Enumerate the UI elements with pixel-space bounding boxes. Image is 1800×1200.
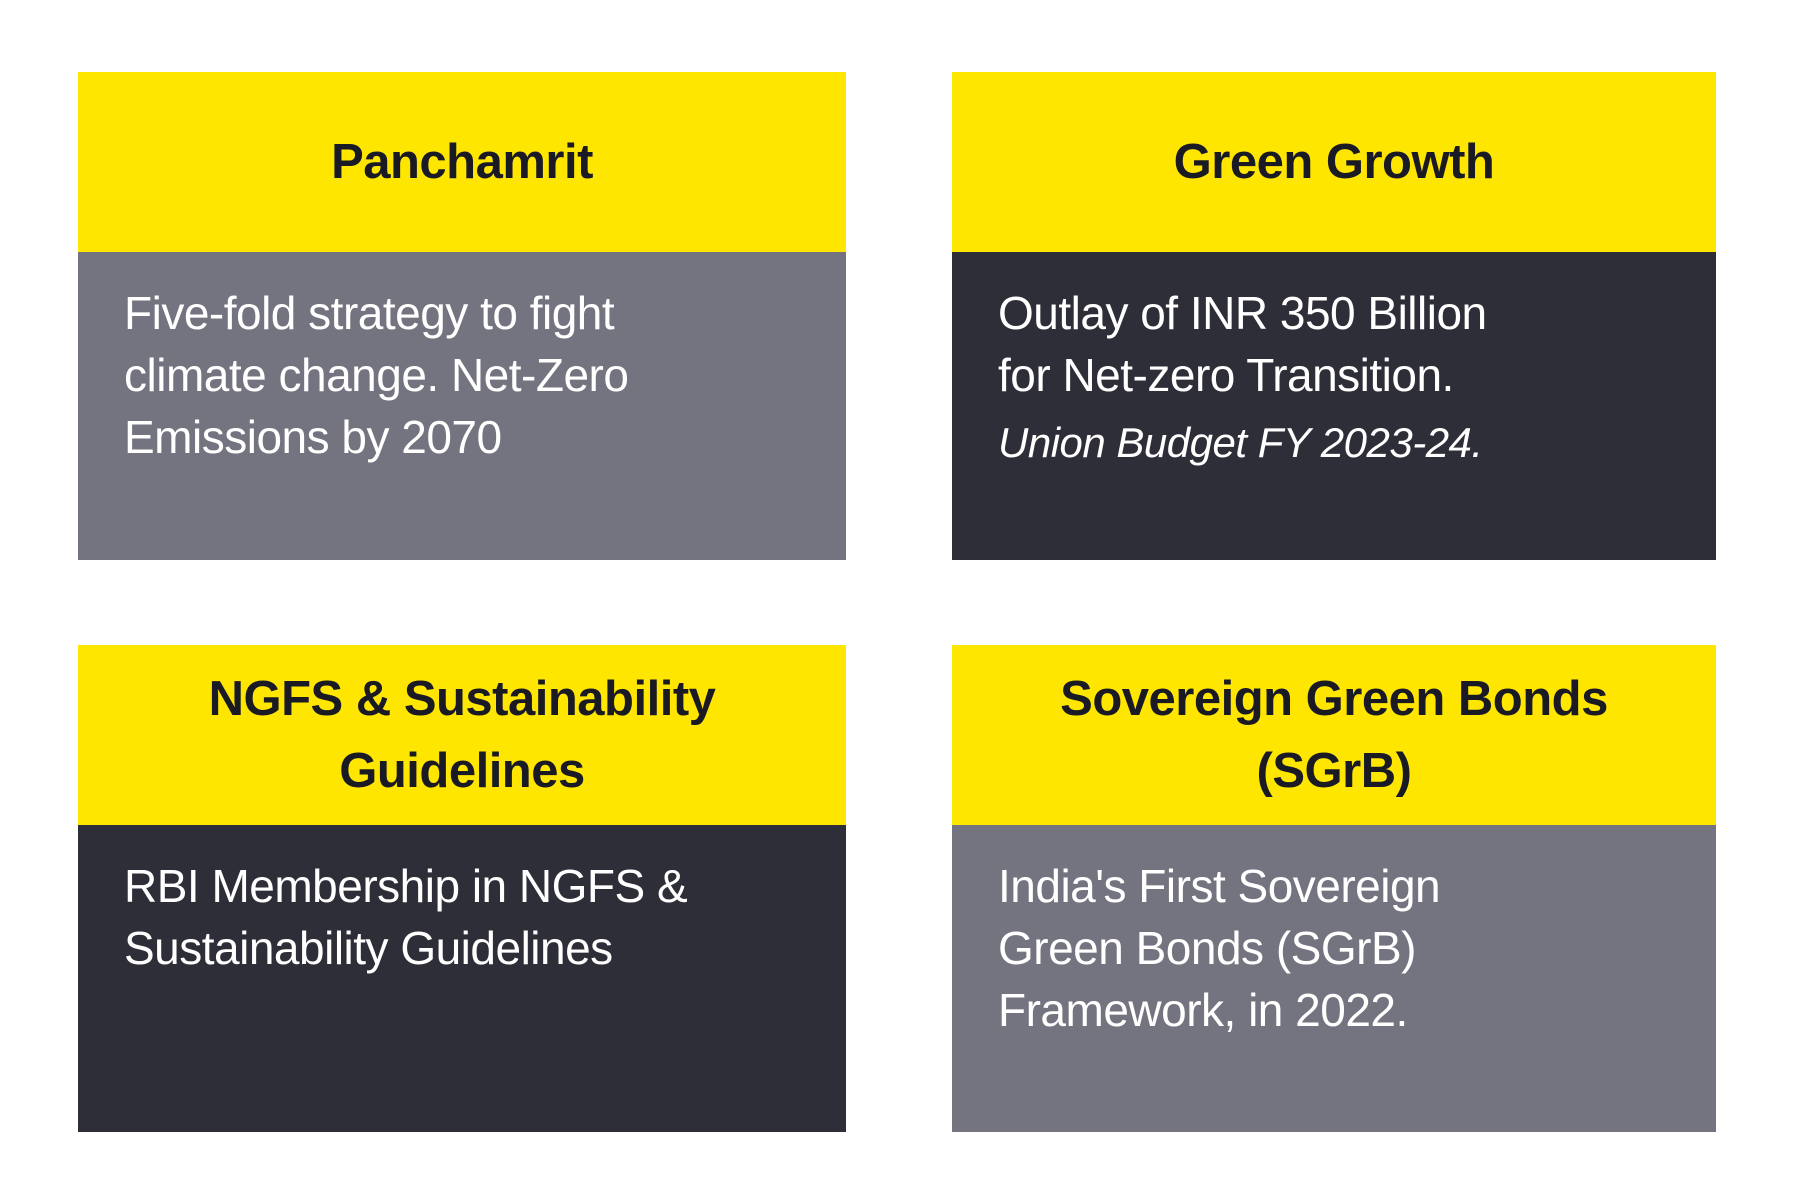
card-ngfs-sustainability: NGFS & Sustainability Guidelines RBI Mem… <box>78 645 846 1132</box>
card-ngfs-sustainability-title: NGFS & Sustainability Guidelines <box>208 672 716 798</box>
card-sovereign-green-bonds: Sovereign Green Bonds (SGrB) India's Fir… <box>952 645 1716 1132</box>
card-panchamrit-title: Panchamrit <box>331 135 593 189</box>
card-ngfs-sustainability-body: RBI Membership in NGFS & Sustainability … <box>78 825 846 1132</box>
card-green-growth-title: Green Growth <box>1173 135 1495 189</box>
card-panchamrit: Panchamrit Five-fold strategy to fight c… <box>78 72 846 560</box>
card-green-growth-description: Outlay of INR 350 Billion for Net-zero T… <box>998 287 1487 401</box>
card-green-growth-body: Outlay of INR 350 Billion for Net-zero T… <box>952 252 1716 560</box>
card-ngfs-sustainability-description: RBI Membership in NGFS & Sustainability … <box>124 860 688 974</box>
card-panchamrit-header: Panchamrit <box>78 72 846 252</box>
card-panchamrit-description: Five-fold strategy to fight climate chan… <box>124 287 629 463</box>
card-sovereign-green-bonds-body: India's First Sovereign Green Bonds (SGr… <box>952 825 1716 1132</box>
card-green-growth: Green Growth Outlay of INR 350 Billion f… <box>952 72 1716 560</box>
card-sovereign-green-bonds-title: Sovereign Green Bonds (SGrB) <box>1060 672 1608 798</box>
card-ngfs-sustainability-header: NGFS & Sustainability Guidelines <box>78 645 846 825</box>
card-green-growth-note: Union Budget FY 2023-24. <box>998 419 1483 466</box>
card-green-growth-header: Green Growth <box>952 72 1716 252</box>
card-sovereign-green-bonds-header: Sovereign Green Bonds (SGrB) <box>952 645 1716 825</box>
card-panchamrit-body: Five-fold strategy to fight climate chan… <box>78 252 846 560</box>
card-sovereign-green-bonds-description: India's First Sovereign Green Bonds (SGr… <box>998 860 1441 1036</box>
